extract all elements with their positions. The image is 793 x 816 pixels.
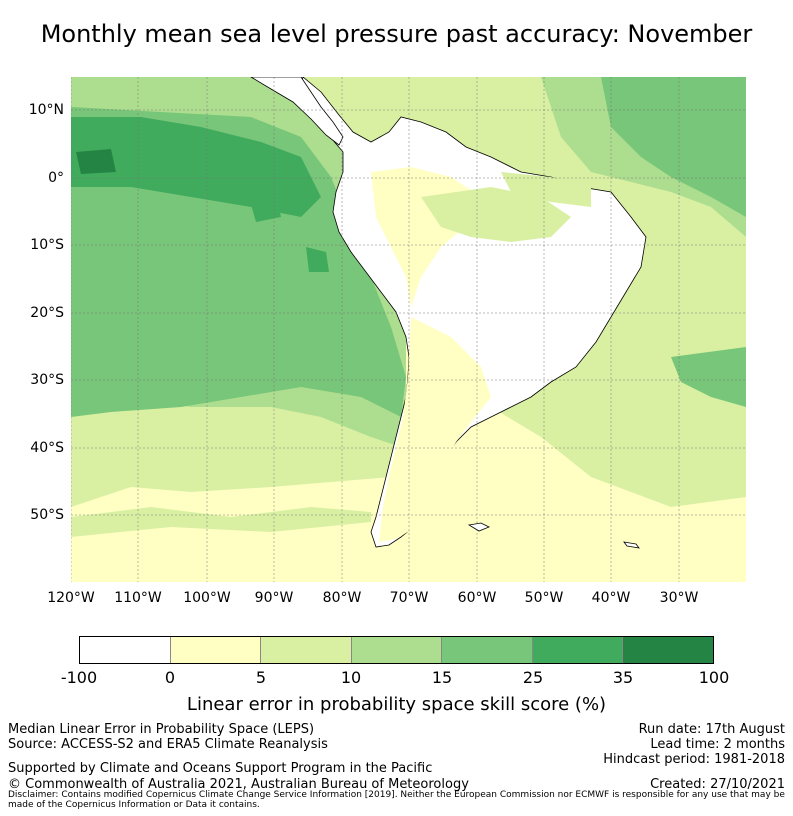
colorbar-tick: 0 <box>164 668 176 687</box>
hindcast-text: Hindcast period: 1981-2018 <box>603 752 785 767</box>
central-america-land <box>250 77 344 146</box>
skill-region-15-25-se <box>671 347 746 407</box>
south-georgia-island <box>623 541 640 549</box>
lon-label: 120°W <box>47 590 95 606</box>
lon-label: 100°W <box>183 590 231 606</box>
lon-label: 80°W <box>322 590 362 606</box>
footer-left: Median Linear Error in Probability Space… <box>8 722 328 752</box>
skill-map <box>71 77 746 582</box>
lat-label: 0° <box>48 170 64 186</box>
lon-label: 90°W <box>254 590 294 606</box>
colorbar-segment <box>80 637 171 663</box>
colorbar-tick: -100 <box>60 668 98 687</box>
skill-region-25-35-b <box>246 187 281 222</box>
colorbar-tick: 10 <box>340 668 362 687</box>
lon-label: 40°W <box>591 590 631 606</box>
colorbar-segment <box>170 637 262 663</box>
colorbar-segment <box>623 637 714 663</box>
colorbar-segment <box>351 637 443 663</box>
lat-label: 50°S <box>30 507 64 523</box>
run-date-text: Run date: 17th August <box>638 722 785 737</box>
gridlines <box>71 77 746 582</box>
colorbar-label: Linear error in probability space skill … <box>186 694 607 715</box>
map-svg <box>71 77 746 582</box>
support-text: Supported by Climate and Oceans Support … <box>8 761 433 776</box>
colorbar-segment <box>261 637 352 663</box>
land-skill-0-5-south <box>379 317 491 542</box>
lat-label: 10°N <box>28 102 64 118</box>
lon-label: 50°W <box>524 590 564 606</box>
colorbar-tick: 35 <box>612 668 634 687</box>
lat-label: 40°S <box>30 440 64 456</box>
skill-region-25-35-c <box>306 247 329 272</box>
colorbar-tick: 5 <box>255 668 267 687</box>
disclaimer-text: Disclaimer: Contains modified Copernicus… <box>8 790 785 810</box>
land-skill-5-10 <box>421 187 571 242</box>
lon-label: 110°W <box>114 590 162 606</box>
lat-label: 20°S <box>30 305 64 321</box>
source-text: Source: ACCESS-S2 and ERA5 Climate Reana… <box>8 737 328 752</box>
skill-region-5-10-south <box>71 507 371 537</box>
lon-label: 70°W <box>389 590 429 606</box>
created-text: Created: 27/10/2021 <box>650 777 785 792</box>
lon-label: 60°W <box>457 590 497 606</box>
land-skill-5-10-b <box>501 172 591 207</box>
lon-label: 30°W <box>659 590 699 606</box>
lead-time-text: Lead time: 2 months <box>650 737 785 752</box>
copyright-text: © Commonwealth of Australia 2021, Austra… <box>8 777 469 792</box>
chart-title: Monthly mean sea level pressure past acc… <box>40 20 753 48</box>
skill-region-35-100 <box>76 149 116 174</box>
skill-region-15-25-ne <box>601 77 746 217</box>
colorbar-segment <box>532 637 624 663</box>
falkland-islands <box>467 522 490 532</box>
lat-label: 30°S <box>30 372 64 388</box>
method-text: Median Linear Error in Probability Space… <box>8 722 315 737</box>
colorbar-segment <box>442 637 533 663</box>
colorbar-tick: 100 <box>698 668 730 687</box>
colorbar-tick: 25 <box>522 668 544 687</box>
lat-label: 10°S <box>30 237 64 253</box>
footer-right: Run date: 17th August Lead time: 2 month… <box>603 722 785 767</box>
colorbar-tick: 15 <box>431 668 453 687</box>
colorbar <box>79 636 714 664</box>
